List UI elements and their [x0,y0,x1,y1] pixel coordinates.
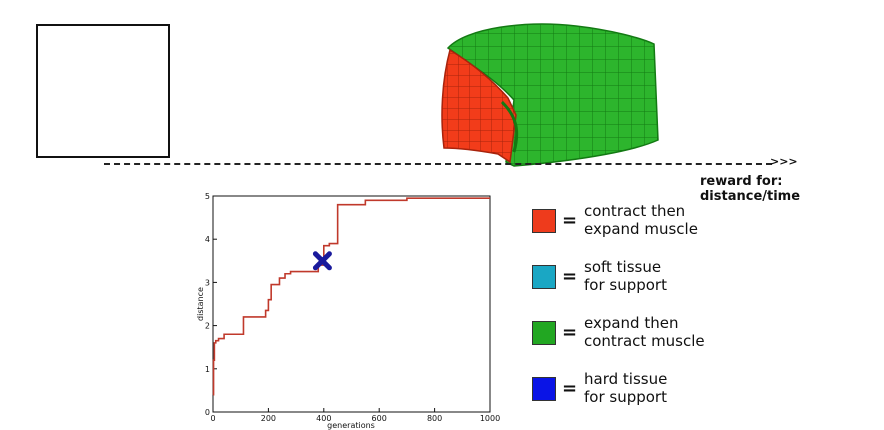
legend-item: = hard tissue for support [532,370,872,410]
x-tick-label: 200 [261,414,276,423]
y-axis-ticks: 0 1 2 3 4 5 [205,192,217,417]
y-tick-label: 0 [205,408,210,417]
plot-frame [212,195,491,413]
x-axis-label: generations [327,421,375,430]
legend-item: = contract then expand muscle [532,202,872,242]
reward-label: reward for: distance/time [700,174,801,204]
x-tick-label: 1000 [480,414,500,423]
y-tick-label: 4 [205,235,210,244]
y-tick-label: 2 [205,322,210,331]
legend-item: = expand then contract muscle [532,314,872,354]
x-tick-label: 600 [372,414,387,423]
legend-swatch [532,209,556,233]
x-tick-label: 0 [210,414,215,423]
legend-swatch [532,321,556,345]
legend-text-line: contract then [584,202,686,220]
legend-equals: = [562,210,578,231]
x-tick-label: 800 [427,414,442,423]
legend-text: expand then contract muscle [584,314,705,350]
x-tick-label: 400 [316,414,331,423]
legend-text-line: hard tissue [584,370,668,388]
legend-text-line: expand muscle [584,220,698,238]
series-line [212,197,490,396]
marker-stroke [312,251,332,271]
y-tick-label: 5 [205,192,210,201]
soft-robot-creature [441,23,659,167]
ground-arrow: >>> [770,155,798,168]
ground-line [104,163,772,165]
legend-text-line: contract muscle [584,332,705,350]
legend-text: contract then expand muscle [584,202,698,238]
legend-item: = soft tissue for support [532,258,872,298]
legend-text: soft tissue for support [584,258,667,294]
legend-text-line: for support [584,276,667,294]
legend-equals: = [562,266,578,287]
legend-text-line: for support [584,388,667,406]
legend-equals: = [562,322,578,343]
distance-chart: 0 200 400 600 800 1000 0 1 2 3 4 5 generations dis… [190,190,500,430]
legend-swatch [532,265,556,289]
legend-text: hard tissue for support [584,370,667,406]
y-tick-label: 1 [205,365,210,374]
start-frame [36,24,170,158]
legend-text-line: soft tissue [584,258,662,276]
x-axis-ticks: 0 200 400 600 800 1000 [210,408,500,423]
legend-swatch [532,377,556,401]
y-axis-label: distance [196,287,205,321]
legend-equals: = [562,378,578,399]
y-tick-label: 3 [205,278,210,287]
legend-text-line: expand then [584,314,679,332]
current-best-marker [312,251,332,271]
